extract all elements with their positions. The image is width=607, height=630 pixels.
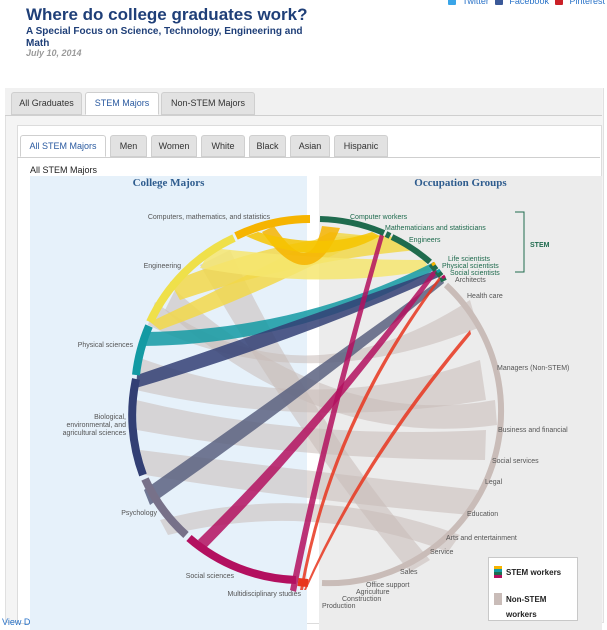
page-title: Where do college graduates work? (26, 5, 308, 24)
occupation-label: Service (430, 549, 453, 556)
arc-math-stat[interactable] (384, 231, 392, 239)
arc-non-stem-occupations[interactable] (321, 282, 505, 587)
major-label: Social sciences (186, 573, 235, 580)
subtab-all-stem-majors[interactable]: All STEM Majors (20, 135, 106, 157)
twitter-icon (448, 0, 457, 6)
occupation-label: Architects (455, 277, 486, 284)
occupation-label: Production (322, 603, 356, 610)
legend-nonstem-label: Non-STEM workers (506, 595, 547, 619)
arc-computer-workers[interactable] (319, 216, 386, 236)
tab-non-stem-majors[interactable]: Non-STEM Majors (161, 92, 255, 115)
major-label: Physical sciences (78, 342, 134, 349)
major-label: Psychology (121, 510, 157, 517)
facebook-label: Facebook (509, 0, 549, 6)
ribbon[interactable] (198, 268, 437, 548)
occupation-label: Physical scientists (442, 263, 499, 270)
arc-physical-sciences[interactable] (132, 324, 153, 376)
view-data-link[interactable]: View D (2, 617, 31, 627)
occupation-label: Construction (342, 596, 381, 603)
occupation-arcs (319, 216, 505, 587)
facebook-link[interactable]: Facebook (495, 0, 549, 6)
stem-workers-swatch (494, 566, 502, 578)
ribbon[interactable] (290, 234, 384, 592)
arc-multidisciplinary[interactable] (297, 578, 309, 587)
major-label: Engineering (144, 263, 181, 270)
occupation-label: Social services (492, 458, 539, 465)
tick (441, 274, 446, 280)
occupation-label: Agriculture (356, 589, 390, 596)
major-label: Computers, mathematics, and statistics (148, 214, 271, 221)
occupations-panel-title: Occupation Groups (414, 177, 507, 189)
twitter-link[interactable]: Twitter (448, 0, 489, 6)
ribbon[interactable] (136, 358, 486, 413)
arc-social-sciences[interactable] (186, 534, 297, 584)
sub-tabs: All STEM Majors Men Women White Black As… (17, 134, 600, 158)
occupation-label: Life scientists (448, 256, 491, 263)
subtab-black[interactable]: Black (249, 135, 286, 157)
major-label: agricultural sciences (63, 430, 127, 437)
social-links: Twitter Facebook Pinterest (444, 0, 605, 6)
pinterest-label: Pinterest (569, 0, 605, 6)
occupation-label: Computer workers (350, 214, 408, 221)
major-arcs (128, 215, 311, 587)
arc-psychology[interactable] (141, 477, 189, 538)
occupation-label: Mathematicians and statisticians (385, 225, 486, 232)
non-stem-workers-swatch (494, 593, 502, 605)
occupation-label: Social scientists (450, 270, 500, 277)
occupation-label: Engineers (409, 237, 441, 244)
tick (436, 268, 441, 274)
ribbon[interactable] (144, 278, 444, 505)
stem-bracket-label: STEM (530, 242, 550, 249)
publish-date: July 10, 2014 (26, 48, 82, 58)
ribbons-stem (136, 226, 471, 592)
arc-engineering[interactable] (146, 234, 236, 324)
occupation-label: Managers (Non-STEM) (497, 365, 569, 372)
current-view-label: All STEM Majors (30, 165, 98, 175)
occupation-label: Office support (366, 582, 410, 589)
tab-stem-majors[interactable]: STEM Majors (85, 92, 159, 115)
legend-stem-label: STEM workers (506, 568, 562, 577)
tab-all-graduates[interactable]: All Graduates (11, 92, 82, 115)
main-tabs: All Graduates STEM Majors Non-STEM Major… (5, 88, 602, 116)
pinterest-link[interactable]: Pinterest (555, 0, 605, 6)
pinterest-icon (555, 0, 564, 6)
legend: STEM workers Non-STEM workers (488, 557, 578, 621)
page-subtitle: A Special Focus on Science, Technology, … (26, 26, 303, 49)
occupation-label: Legal (485, 479, 503, 486)
arc-biological[interactable] (128, 378, 147, 477)
header: Where do college graduates work? A Speci… (0, 0, 607, 88)
arc-computers-mathematics[interactable] (234, 215, 311, 240)
ribbon[interactable] (246, 232, 380, 253)
subtab-men[interactable]: Men (110, 135, 147, 157)
tick (431, 261, 436, 267)
occupation-label: Arts and entertainment (446, 535, 517, 542)
twitter-label: Twitter (462, 0, 489, 6)
occupation-label: Business and financial (498, 427, 568, 434)
major-label: Multidisciplinary studies (227, 591, 301, 598)
major-label: Biological, (94, 414, 126, 421)
arc-life-scientists[interactable] (428, 262, 439, 272)
ribbon[interactable] (141, 262, 438, 346)
majors-panel-title: College Majors (132, 177, 205, 189)
subtab-asian[interactable]: Asian (290, 135, 330, 157)
occupation-label: Education (467, 511, 498, 518)
arc-engineers[interactable] (390, 234, 432, 265)
major-label: environmental, and (66, 422, 126, 429)
subtab-hispanic[interactable]: Hispanic (334, 135, 388, 157)
subtab-women[interactable]: Women (151, 135, 197, 157)
facebook-icon (495, 0, 504, 6)
occupation-label: Health care (467, 293, 503, 300)
stem-color-ticks (431, 261, 446, 280)
ribbon[interactable] (262, 226, 340, 266)
ribbon[interactable] (140, 450, 478, 515)
stem-bracket (515, 211, 525, 273)
occupation-label: Sales (400, 569, 418, 576)
subtab-white[interactable]: White (201, 135, 245, 157)
